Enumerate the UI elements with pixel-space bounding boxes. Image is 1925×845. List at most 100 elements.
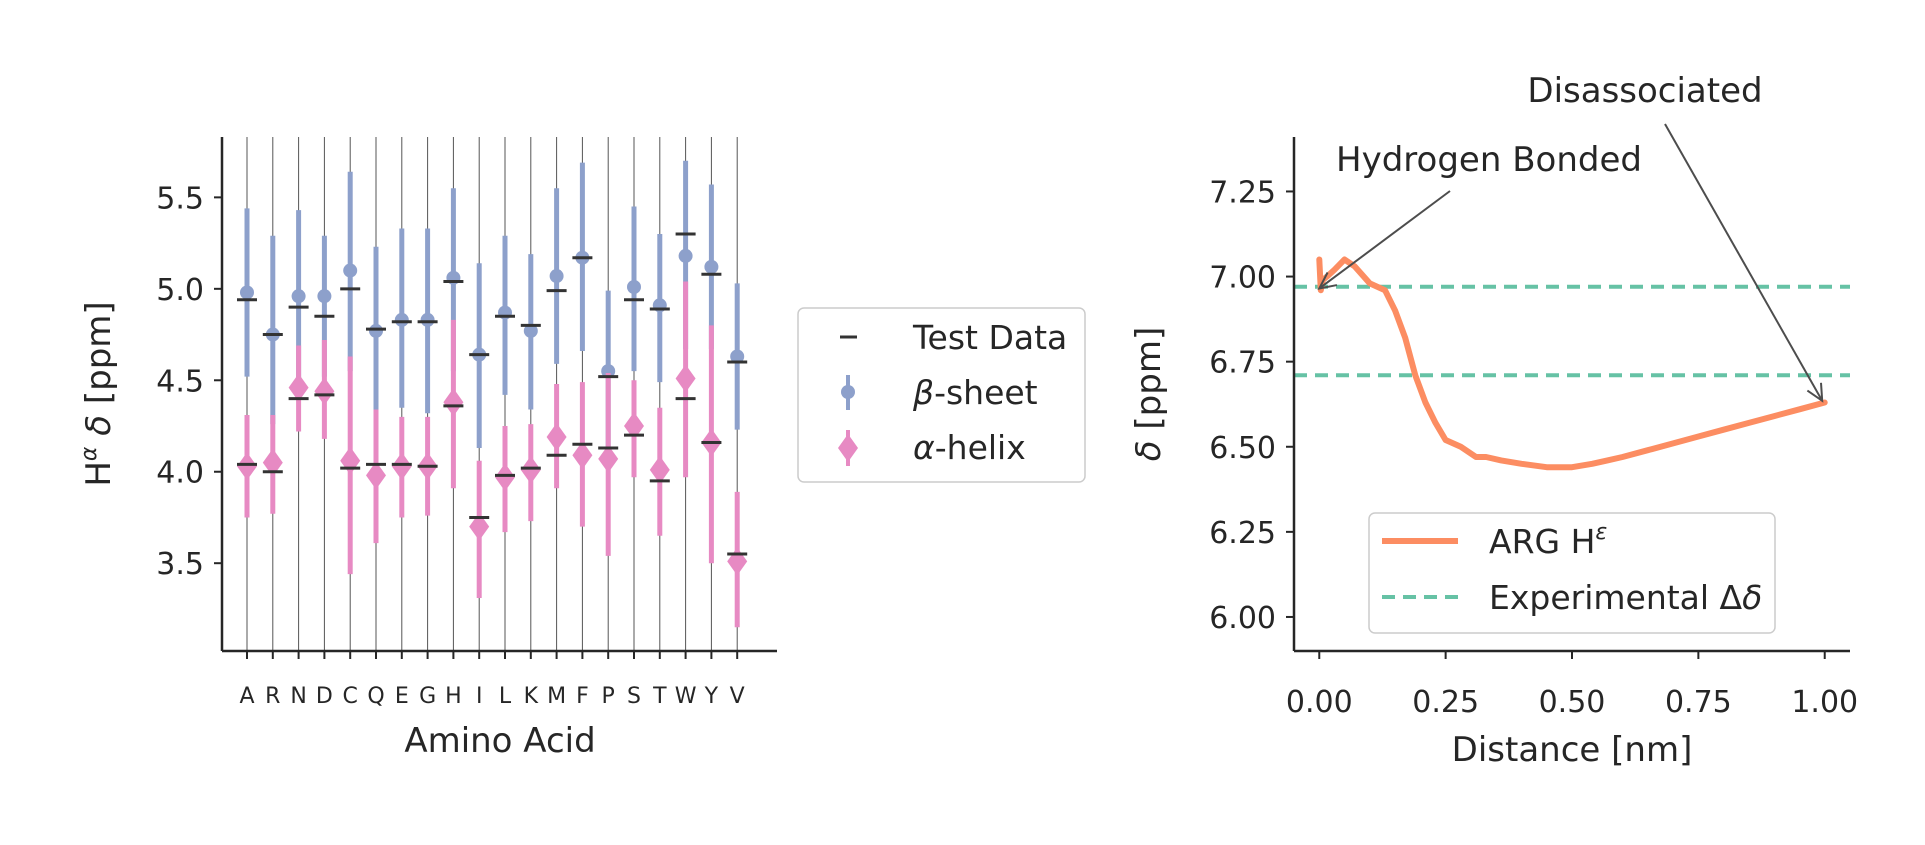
y-tick-label-4: 7.00: [1209, 261, 1276, 296]
legend-item-experimental: Experimental Δδ: [1382, 578, 1762, 617]
x-tick-label-Y: Y: [704, 684, 719, 709]
legend-frame: [797, 307, 1086, 483]
beta-point-G: [420, 312, 435, 327]
annotation-disassociated-arrow: [1664, 123, 1824, 402]
x-tick-label-3: 0.75: [1665, 685, 1732, 720]
y-axis-label-sup: α: [77, 446, 102, 461]
beta-point-Q: [369, 323, 383, 338]
legend-label-alpha: α-helix: [913, 428, 1026, 467]
annotation-disassociated: Disassociated: [1527, 71, 1824, 403]
alpha-point-F: [572, 441, 593, 470]
y-tick-label-3: 6.75: [1209, 346, 1276, 381]
x-tick-label-N: N: [290, 684, 306, 709]
legend-label-arg: ARG Hε: [1489, 520, 1607, 561]
legend-frame: [1368, 512, 1776, 634]
y-axis-label-base: H: [79, 461, 119, 487]
x-tick-label-R: R: [265, 684, 280, 709]
beta-point-E: [394, 312, 409, 327]
alpha-point-S: [624, 412, 644, 441]
x-tick-label-Q: Q: [367, 684, 384, 709]
x-tick-label-H: H: [445, 684, 462, 709]
x-tick-label-E: E: [395, 684, 409, 709]
x-tick-label-F: F: [576, 684, 589, 709]
x-axis-label: Amino Acid: [404, 721, 595, 761]
x-axis-ticks: 0.00 0.25 0.50 0.75 1.00: [1286, 651, 1858, 720]
y-tick-label-1: 4.0: [156, 456, 204, 491]
y-tick-label-0: 3.5: [156, 547, 204, 582]
y-tick-label-2: 4.5: [156, 364, 204, 399]
x-tick-label-T: T: [652, 684, 667, 709]
x-axis-label: Distance [nm]: [1452, 730, 1693, 770]
beta-sheet-series: [240, 160, 745, 448]
legend-label-experimental: Experimental Δδ: [1489, 578, 1762, 617]
annotation-hydrogen-bonded: Hydrogen Bonded: [1317, 140, 1642, 290]
annotation-hydrogen-bonded-text: Hydrogen Bonded: [1336, 140, 1642, 180]
beta-point-P: [601, 364, 616, 379]
legend-item-arg: ARG Hε: [1382, 520, 1607, 561]
alpha-point-M: [546, 422, 567, 451]
y-axis-label-unit: [ppm]: [79, 301, 119, 404]
legend: ARG Hε Experimental Δδ: [1368, 512, 1776, 634]
y-tick-label-5: 7.25: [1209, 175, 1276, 210]
alpha-point-N: [288, 373, 309, 402]
x-tick-label-W: W: [675, 684, 697, 709]
legend-marker-alpha-diamond: [838, 434, 858, 462]
x-tick-label-L: L: [499, 684, 512, 709]
experimental-reference-lines: [1294, 284, 1850, 378]
alpha-point-T: [649, 455, 670, 484]
legend: Test Data β-sheet α-helix: [797, 307, 1086, 483]
alpha-helix-series: [237, 281, 748, 628]
alpha-point-L: [495, 463, 515, 492]
beta-point-V: [730, 349, 745, 364]
y-tick-label-4: 5.5: [156, 181, 204, 216]
legend-label-beta: β-sheet: [912, 373, 1038, 412]
y-axis-label: Hα δ [ppm]: [77, 301, 119, 486]
alpha-point-Q: [366, 461, 386, 490]
beta-point-D: [317, 289, 332, 304]
legend-item-test: Test Data: [840, 318, 1067, 357]
x-tick-label-P: P: [602, 684, 615, 709]
alpha-point-I: [469, 512, 490, 541]
beta-point-A: [240, 285, 254, 300]
beta-point-M: [549, 269, 564, 284]
legend-item-beta: β-sheet: [841, 373, 1038, 412]
x-tick-label-1: 0.25: [1412, 685, 1479, 720]
alpha-point-K: [520, 455, 541, 484]
x-tick-label-G: G: [419, 684, 436, 709]
alpha-point-P: [598, 444, 619, 473]
y-tick-label-3: 5.0: [156, 273, 204, 308]
beta-point-N: [291, 289, 306, 304]
y-tick-label-2: 6.50: [1209, 431, 1276, 466]
beta-point-W: [678, 248, 693, 263]
legend-item-alpha: α-helix: [838, 428, 1026, 467]
beta-point-K: [523, 323, 538, 338]
x-tick-label-4: 1.00: [1791, 685, 1858, 720]
alpha-point-V: [727, 547, 748, 576]
beta-point-C: [343, 263, 358, 278]
arg-h-epsilon-line: [1316, 256, 1828, 471]
alpha-point-C: [340, 446, 361, 475]
y-axis-ticks: 3.5 4.0 4.5 5.0 5.5: [156, 181, 222, 582]
alpha-point-W: [675, 364, 696, 393]
annotation-disassociated-arrowhead: [1806, 382, 1824, 403]
alpha-point-R: [262, 448, 283, 477]
x-tick-label-S: S: [627, 684, 641, 709]
annotation-disassociated-text: Disassociated: [1527, 71, 1762, 111]
x-tick-label-0: 0.00: [1286, 685, 1353, 720]
y-tick-label-1: 6.25: [1209, 516, 1276, 551]
y-axis-label: δ [ppm]: [1129, 327, 1169, 461]
distance-shift-chart: 6.00 6.25 6.50 6.75 7.00 7.25 0.00 0.25 0.50 0.7…: [1129, 71, 1858, 770]
alpha-point-E: [391, 452, 412, 481]
x-tick-label-C: C: [343, 684, 358, 709]
legend-marker-beta-dot: [841, 385, 855, 399]
y-axis-label-greek: δ: [79, 415, 119, 436]
alpha-point-A: [237, 452, 257, 481]
x-tick-label-A: A: [239, 684, 254, 709]
annotation-hydrogen-bonded-arrow: [1318, 190, 1451, 290]
beta-point-Y: [704, 259, 719, 274]
test-data-series: [237, 232, 748, 556]
legend-label-test: Test Data: [912, 318, 1067, 357]
y-axis-ticks: 6.00 6.25 6.50 6.75 7.00 7.25: [1209, 175, 1294, 636]
